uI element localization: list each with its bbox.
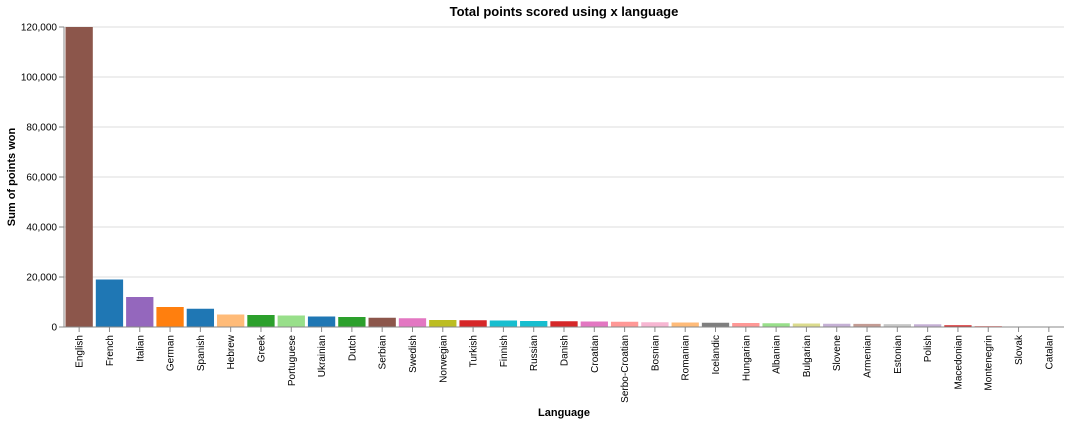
bar-hungarian [732,323,760,327]
bar-polish [913,324,942,327]
y-tick-label: 80,000 [26,123,57,134]
bar-russian [520,321,548,327]
x-tick-label: Italian [135,335,146,362]
bar-bulgarian [792,323,821,327]
y-axis-title: Sum of points won [6,128,18,227]
x-tick-label: Serbian [378,335,389,369]
bar-macedonian [944,325,972,327]
x-tick-label: German [166,335,177,371]
bar-greek [247,315,275,327]
y-tick-label: 0 [51,323,57,334]
bar-turkish [459,320,487,327]
x-tick-label: Finnish [499,335,510,367]
x-tick-label: Ukrainian [317,335,328,377]
bar-spanish [186,308,215,327]
x-axis-title: Language [538,407,590,419]
y-tick-label: 20,000 [26,273,57,284]
bar-icelandic [701,322,730,327]
bar-bosnian [641,322,669,327]
bar-norwegian [429,320,457,327]
bar-finnish [489,320,518,327]
bar-german [156,307,184,327]
x-tick-label: Dutch [347,335,358,361]
x-tick-label: Estonian [893,335,904,374]
bar-italian [126,297,154,327]
x-tick-label: Slovak [1014,334,1025,365]
bar-english [65,27,93,327]
x-tick-label: Spanish [196,335,207,371]
bars-layer [65,27,1063,327]
y-tick-label: 120,000 [21,23,58,34]
x-tick-label: Icelandic [711,335,722,374]
bar-romanian [671,322,699,327]
bar-serbian [368,317,396,327]
bar-serbo-croatian [610,321,639,327]
bar-danish [550,321,578,327]
y-tick-label: 100,000 [21,73,58,84]
x-tick-label: Portuguese [287,335,298,387]
x-tick-label: Albanian [772,335,783,374]
y-tick-label: 40,000 [26,223,57,234]
x-tick-label: Turkish [469,335,480,367]
x-tick-label: Serbo-Croatian [620,335,631,403]
x-tick-label: Russian [529,335,540,371]
chart-title: Total points scored using x language [450,4,679,19]
x-tick-label: Armenian [863,335,874,378]
x-tick-label: Montenegrin [984,335,995,391]
bar-ukrainian [307,316,336,327]
y-axis: 0 20,000 40,000 60,000 80,000 100,000 120,000 [21,23,65,334]
x-axis: English French Italian German Spanish Hebrew G… [64,326,1064,403]
x-tick-label: Romanian [681,335,692,381]
x-tick-label: French [105,335,116,366]
x-tick-label: Macedonian [953,335,964,389]
x-tick-label: Croatian [590,335,601,373]
x-tick-label: Danish [560,335,571,366]
bar-hebrew [217,314,245,327]
x-tick-label: English [75,335,86,368]
bar-swedish [398,318,427,327]
bar-croatian [580,321,608,327]
x-tick-label: Swedish [408,335,419,373]
x-tick-label: Bulgarian [802,335,813,377]
x-tick-label: Slovene [832,335,843,372]
x-tick-label: Catalan [1044,335,1055,369]
bar-armenian [853,323,881,327]
x-tick-label: Bosnian [650,335,661,371]
bar-french [95,279,124,327]
x-tick-label: Hebrew [226,334,237,369]
bar-albanian [762,323,790,327]
x-tick-label: Polish [923,335,934,362]
y-tick-label: 60,000 [26,173,57,184]
x-tick-label: Greek [256,334,267,362]
x-tick-label: Hungarian [741,335,752,381]
bar-portuguese [277,315,305,327]
x-tick-label: Norwegian [438,335,449,383]
bar-dutch [338,317,366,327]
bar-slovene [823,323,851,327]
bar-estonian [883,324,911,327]
grid-layer [64,26,1064,328]
